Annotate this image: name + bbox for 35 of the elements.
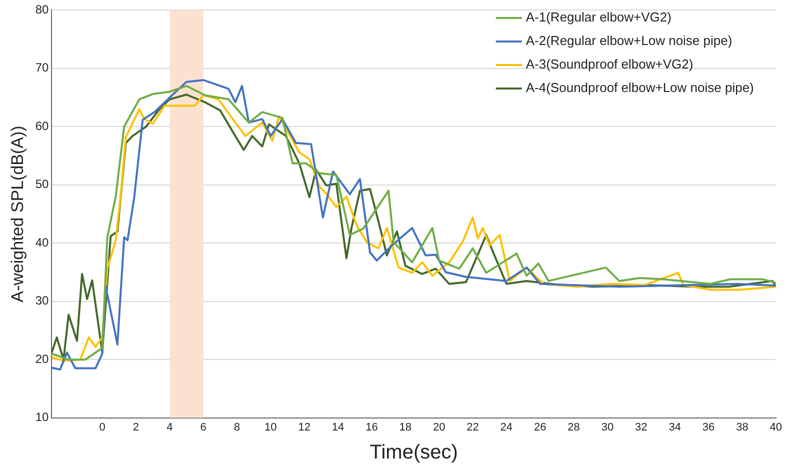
x-tick-label: 14	[332, 421, 344, 434]
x-tick-label: 4	[166, 421, 173, 434]
x-tick-label: 8	[234, 421, 240, 434]
x-tick-label: 24	[500, 421, 513, 434]
x-tick-label: 28	[568, 421, 580, 434]
x-tick-label: 0	[99, 421, 106, 434]
y-tick-label: 80	[35, 2, 50, 17]
y-tick-label: 10	[35, 410, 50, 424]
x-tick-label: 22	[466, 421, 479, 434]
y-tick-label: 40	[35, 235, 50, 250]
y-tick-label: 50	[35, 177, 50, 192]
x-tick-label: 38	[736, 421, 748, 434]
y-tick-label: 70	[35, 60, 50, 75]
legend-label: A-4(Soundproof elbow+Low noise pipe)	[526, 80, 754, 96]
y-axis-title: A-weighted SPL(dB(A))	[8, 126, 27, 302]
x-tick-label: 10	[264, 421, 277, 434]
y-tick-label: 30	[35, 294, 50, 308]
legend-label: A-1(Regular elbow+VG2)	[526, 10, 672, 25]
x-tick-label: 6	[200, 421, 206, 434]
y-tick-label: 60	[35, 118, 50, 133]
x-tick-label: 40	[770, 421, 782, 434]
legend-label: A-2(Regular elbow+Low noise pipe)	[526, 33, 732, 48]
x-tick-label: 32	[635, 421, 648, 434]
x-tick-label: 18	[399, 421, 412, 434]
x-tick-label: 20	[432, 421, 446, 434]
x-tick-label: 34	[668, 421, 681, 434]
x-tick-label: 30	[601, 421, 614, 434]
x-axis-title: Time(sec)	[370, 442, 458, 464]
x-tick-label: 2	[132, 421, 140, 434]
x-tick-label: 26	[534, 421, 546, 434]
legend-label: A-3(Soundproof elbow+VG2)	[526, 56, 694, 72]
x-tick-label: 36	[702, 421, 715, 434]
x-tick-label: 12	[298, 421, 310, 434]
y-tick-label: 20	[35, 352, 50, 366]
x-tick-label: 16	[366, 421, 378, 434]
